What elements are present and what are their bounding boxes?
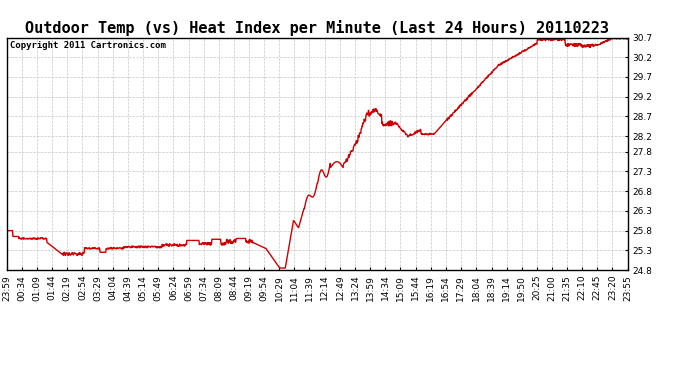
Title: Outdoor Temp (vs) Heat Index per Minute (Last 24 Hours) 20110223: Outdoor Temp (vs) Heat Index per Minute … bbox=[26, 20, 609, 36]
Text: Copyright 2011 Cartronics.com: Copyright 2011 Cartronics.com bbox=[10, 41, 166, 50]
